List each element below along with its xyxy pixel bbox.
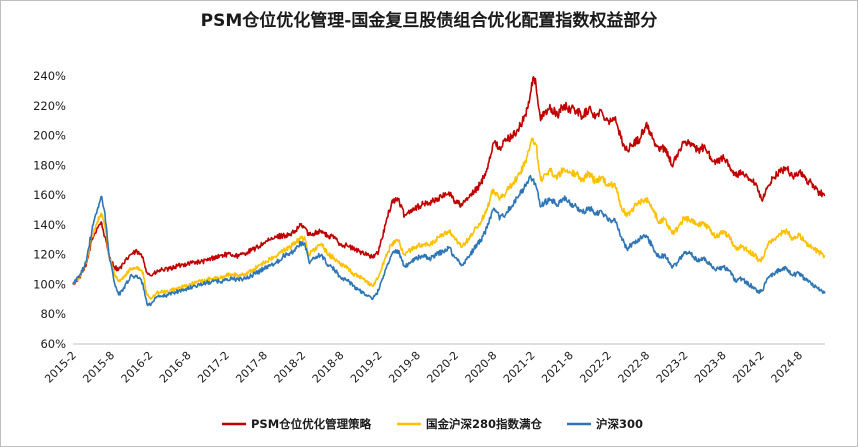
x-tick-label: 2018-8 [310, 349, 347, 386]
y-tick-label: 100% [33, 277, 66, 291]
x-tick-label: 2023-8 [692, 349, 729, 386]
x-tick-label: 2024-8 [769, 349, 806, 386]
y-tick-label: 80% [40, 307, 66, 321]
legend-label-2: 沪深300 [596, 417, 643, 431]
x-tick-label: 2015-8 [80, 349, 117, 386]
y-tick-label: 220% [33, 99, 66, 113]
legend-label-0: PSM仓位优化管理策略 [251, 417, 372, 431]
x-tick-label: 2020-2 [424, 349, 461, 386]
series-line-0 [72, 76, 826, 286]
x-tick-label: 2020-8 [463, 349, 500, 386]
y-tick-label: 160% [33, 188, 66, 202]
x-tick-label: 2024-2 [730, 349, 767, 386]
x-tick-label: 2021-2 [501, 349, 538, 386]
y-tick-label: 200% [33, 129, 66, 143]
series-line-2 [72, 174, 826, 307]
x-tick-label: 2017-8 [233, 349, 270, 386]
y-axis-ticks: 60% 80% 100% 120% 140% 160% 180% 200% 220% 240% [33, 69, 66, 351]
series-lines [72, 76, 826, 307]
x-tick-label: 2018-2 [272, 349, 309, 386]
chart-title: PSM仓位优化管理-国金复旦股债组合优化配置指数权益部分 [201, 10, 658, 31]
y-tick-label: 140% [33, 218, 66, 232]
x-tick-label: 2023-2 [654, 349, 691, 386]
legend: PSM仓位优化管理策略 国金沪深280指数满仓 沪深300 [222, 417, 643, 431]
x-tick-label: 2016-8 [157, 349, 194, 386]
y-tick-label: 60% [40, 337, 66, 351]
series-line-1 [72, 137, 826, 301]
x-tick-label: 2016-2 [119, 349, 156, 386]
x-tick-label: 2022-2 [577, 349, 614, 386]
y-tick-label: 240% [33, 69, 66, 83]
x-axis-ticks: 2015-2 2015-8 2016-2 2016-8 2017-2 2017-8 2018… [42, 349, 805, 386]
y-tick-label: 180% [33, 158, 66, 172]
x-tick-label: 2015-2 [42, 349, 79, 386]
x-tick-label: 2017-2 [195, 349, 232, 386]
x-tick-label: 2022-8 [616, 349, 653, 386]
x-tick-label: 2019-2 [348, 349, 385, 386]
y-tick-label: 120% [33, 248, 66, 262]
legend-label-1: 国金沪深280指数满仓 [426, 417, 543, 431]
x-tick-label: 2019-8 [386, 349, 423, 386]
x-tick-label: 2021-8 [539, 349, 576, 386]
